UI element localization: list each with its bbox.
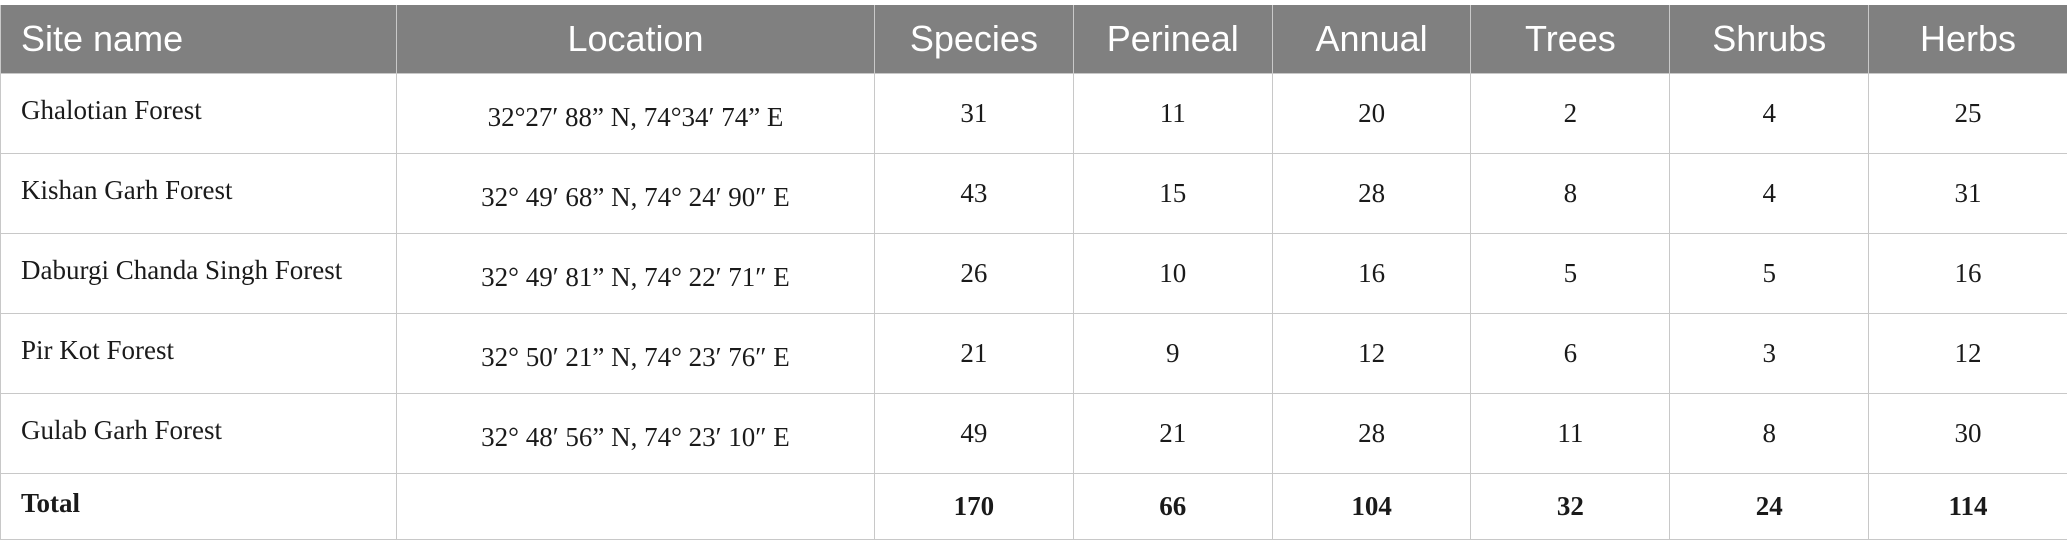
total-label: Total bbox=[1, 474, 397, 540]
annual-cell: 12 bbox=[1272, 314, 1471, 394]
header-location: Location bbox=[397, 5, 875, 74]
header-annual: Annual bbox=[1272, 5, 1471, 74]
species-cell: 31 bbox=[875, 74, 1074, 154]
header-herbs: Herbs bbox=[1869, 5, 2067, 74]
total-row: Total 170 66 104 32 24 114 bbox=[1, 474, 2067, 540]
trees-cell: 6 bbox=[1471, 314, 1670, 394]
perineal-cell: 10 bbox=[1073, 234, 1272, 314]
table-row: Gulab Garh Forest 32° 48′ 56” N, 74° 23′… bbox=[1, 394, 2067, 474]
total-perineal: 66 bbox=[1073, 474, 1272, 540]
shrubs-cell: 4 bbox=[1670, 74, 1869, 154]
perineal-cell: 21 bbox=[1073, 394, 1272, 474]
total-annual: 104 bbox=[1272, 474, 1471, 540]
species-cell: 21 bbox=[875, 314, 1074, 394]
total-location-cell bbox=[397, 474, 875, 540]
site-name-cell: Daburgi Chanda Singh Forest bbox=[1, 234, 397, 314]
annual-cell: 16 bbox=[1272, 234, 1471, 314]
table-row: Kishan Garh Forest 32° 49′ 68” N, 74° 24… bbox=[1, 154, 2067, 234]
total-species: 170 bbox=[875, 474, 1074, 540]
trees-cell: 8 bbox=[1471, 154, 1670, 234]
trees-cell: 2 bbox=[1471, 74, 1670, 154]
herbs-cell: 12 bbox=[1869, 314, 2067, 394]
site-name-cell: Gulab Garh Forest bbox=[1, 394, 397, 474]
shrubs-cell: 3 bbox=[1670, 314, 1869, 394]
table-row: Daburgi Chanda Singh Forest 32° 49′ 81” … bbox=[1, 234, 2067, 314]
header-perineal: Perineal bbox=[1073, 5, 1272, 74]
perineal-cell: 15 bbox=[1073, 154, 1272, 234]
herbs-cell: 16 bbox=[1869, 234, 2067, 314]
header-species: Species bbox=[875, 5, 1074, 74]
location-cell: 32°27′ 88” N, 74°34′ 74” E bbox=[397, 74, 875, 154]
total-herbs: 114 bbox=[1869, 474, 2067, 540]
header-site-name: Site name bbox=[1, 5, 397, 74]
herbs-cell: 30 bbox=[1869, 394, 2067, 474]
table-row: Ghalotian Forest 32°27′ 88” N, 74°34′ 74… bbox=[1, 74, 2067, 154]
herbs-cell: 31 bbox=[1869, 154, 2067, 234]
location-cell: 32° 49′ 68” N, 74° 24′ 90″ E bbox=[397, 154, 875, 234]
annual-cell: 28 bbox=[1272, 394, 1471, 474]
annual-cell: 28 bbox=[1272, 154, 1471, 234]
header-trees: Trees bbox=[1471, 5, 1670, 74]
species-cell: 43 bbox=[875, 154, 1074, 234]
site-name-cell: Pir Kot Forest bbox=[1, 314, 397, 394]
species-cell: 26 bbox=[875, 234, 1074, 314]
trees-cell: 11 bbox=[1471, 394, 1670, 474]
table-row: Pir Kot Forest 32° 50′ 21” N, 74° 23′ 76… bbox=[1, 314, 2067, 394]
site-name-cell: Ghalotian Forest bbox=[1, 74, 397, 154]
total-trees: 32 bbox=[1471, 474, 1670, 540]
annual-cell: 20 bbox=[1272, 74, 1471, 154]
total-shrubs: 24 bbox=[1670, 474, 1869, 540]
site-species-table: Site name Location Species Perineal Annu… bbox=[0, 5, 2067, 540]
location-cell: 32° 48′ 56” N, 74° 23′ 10″ E bbox=[397, 394, 875, 474]
site-name-cell: Kishan Garh Forest bbox=[1, 154, 397, 234]
herbs-cell: 25 bbox=[1869, 74, 2067, 154]
header-shrubs: Shrubs bbox=[1670, 5, 1869, 74]
trees-cell: 5 bbox=[1471, 234, 1670, 314]
perineal-cell: 9 bbox=[1073, 314, 1272, 394]
shrubs-cell: 5 bbox=[1670, 234, 1869, 314]
species-cell: 49 bbox=[875, 394, 1074, 474]
perineal-cell: 11 bbox=[1073, 74, 1272, 154]
header-row: Site name Location Species Perineal Annu… bbox=[1, 5, 2067, 74]
location-cell: 32° 49′ 81” N, 74° 22′ 71″ E bbox=[397, 234, 875, 314]
location-cell: 32° 50′ 21” N, 74° 23′ 76″ E bbox=[397, 314, 875, 394]
shrubs-cell: 4 bbox=[1670, 154, 1869, 234]
shrubs-cell: 8 bbox=[1670, 394, 1869, 474]
